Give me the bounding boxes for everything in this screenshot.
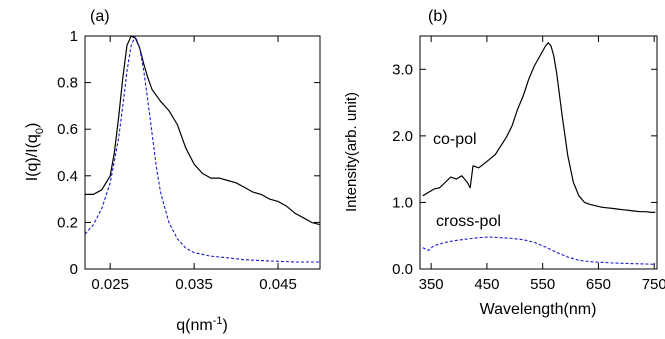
y-axis-label-b: Intensity(arb. unit) — [343, 92, 360, 212]
x-axis-label-a: q(nm-1) — [176, 315, 228, 334]
x-tick-label: 650 — [586, 276, 611, 293]
panel-a-ticks: 0.025 0.035 0.045 0 0.2 0.4 0.6 0.8 1 — [57, 28, 320, 293]
series-line-a-0 — [85, 35, 321, 226]
x-tick-label: 0.035 — [175, 276, 213, 293]
panel-b-ticks: 350 450 550 650 750 0.0 1.0 2.0 3.0 — [392, 36, 665, 293]
x-tick-label: 0.025 — [91, 276, 129, 293]
series-line-b-cross-pol — [422, 236, 656, 265]
y-tick-label: 0.4 — [57, 168, 78, 185]
y-tick-label: 0.0 — [392, 261, 413, 278]
y-tick-label: 0 — [70, 261, 78, 278]
y-tick-label: 3.0 — [392, 61, 413, 78]
y-tick-label: 1 — [70, 28, 78, 45]
panel-b: (b) 350 450 550 650 750 0.0 1.0 2.0 3.0 co-pol c… — [343, 8, 665, 318]
y-tick-label: 1.0 — [392, 194, 413, 211]
series-line-b-co-pol — [422, 42, 656, 213]
y-tick-label: 0.6 — [57, 121, 78, 138]
panel-label-b: (b) — [428, 8, 448, 25]
panel-label-a: (a) — [90, 8, 110, 25]
annotation-co-pol: co-pol — [433, 131, 477, 148]
plot-frame-a — [84, 35, 321, 270]
series-line-a-1 — [84, 35, 320, 263]
y-tick-label: 2.0 — [392, 128, 413, 145]
panel-a: (a) 0.025 0.035 0.045 0 0.2 0.4 0.6 0.8 1 I(q)/I… — [24, 8, 321, 334]
x-tick-label: 450 — [474, 276, 499, 293]
panel-b-series — [422, 42, 656, 265]
x-tick-label: 0.045 — [259, 276, 297, 293]
y-tick-label: 0.8 — [57, 75, 78, 92]
x-axis-label-b: Wavelength(nm) — [480, 301, 597, 318]
y-tick-label: 0.2 — [57, 214, 78, 231]
annotation-cross-pol: cross-pol — [436, 213, 501, 230]
x-tick-label: 550 — [530, 276, 555, 293]
plot-frame-b — [419, 35, 658, 270]
x-tick-label: 350 — [419, 276, 444, 293]
y-axis-label-a: I(q)/I(q0) — [24, 123, 46, 182]
panel-a-series — [84, 35, 321, 263]
x-tick-label: 750 — [642, 276, 665, 293]
